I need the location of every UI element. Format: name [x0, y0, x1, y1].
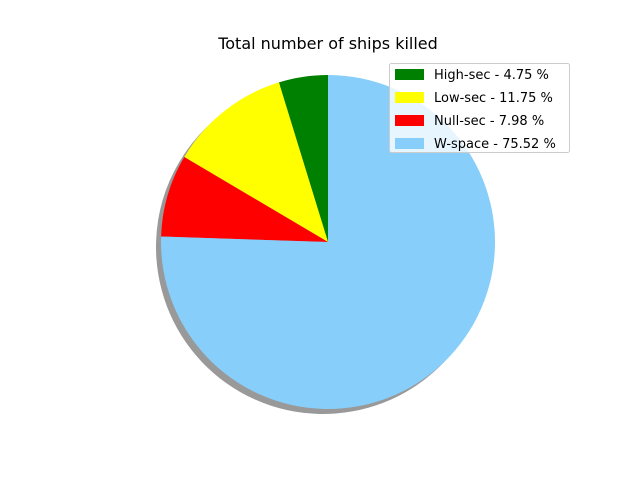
pie-slice-low-sec	[184, 82, 328, 242]
chart-title: Total number of ships killed	[217, 34, 438, 53]
legend-label-null-sec: Null-sec - 7.98 %	[434, 114, 544, 129]
legend-items: High-sec - 4.75 % Low-sec - 11.75 % Null-s…	[395, 68, 556, 152]
legend: High-sec - 4.75 % Low-sec - 11.75 % Null-s…	[389, 63, 570, 153]
legend-swatch-w-space	[395, 138, 424, 149]
legend-swatch-null-sec	[395, 115, 424, 126]
pie-slices	[161, 75, 495, 409]
legend-swatch-low-sec	[395, 92, 424, 103]
pie-slice-high-sec	[278, 75, 328, 242]
legend-label-w-space: W-space - 75.52 %	[434, 137, 556, 152]
legend-swatch-high-sec	[395, 69, 424, 80]
pie-slice-w-space	[161, 75, 495, 409]
pie-slice-null-sec	[161, 156, 328, 242]
legend-frame	[389, 63, 570, 153]
legend-label-low-sec: Low-sec - 11.75 %	[434, 91, 553, 106]
legend-label-high-sec: High-sec - 4.75 %	[434, 68, 549, 83]
